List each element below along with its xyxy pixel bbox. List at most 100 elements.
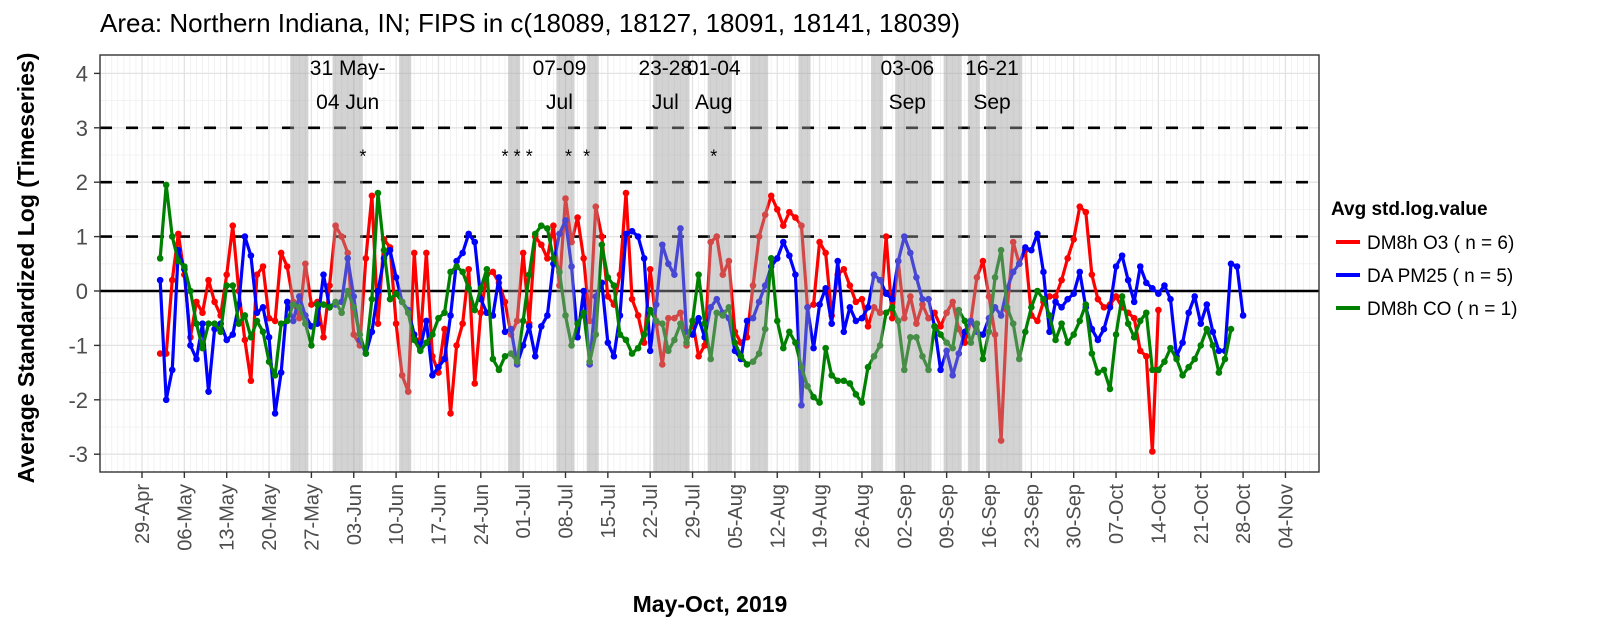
data-point xyxy=(695,352,702,360)
data-point xyxy=(320,271,327,278)
data-point xyxy=(1028,246,1035,254)
data-point xyxy=(271,410,279,417)
data-point xyxy=(392,320,400,327)
data-point xyxy=(386,295,394,303)
data-point xyxy=(162,396,170,404)
data-point xyxy=(713,233,721,240)
data-point xyxy=(798,222,805,230)
data-point xyxy=(1064,339,1071,346)
data-point xyxy=(937,323,944,330)
data-point xyxy=(876,276,884,284)
data-point xyxy=(223,336,230,344)
data-point xyxy=(979,331,987,338)
data-point xyxy=(925,366,932,374)
data-point xyxy=(338,233,345,240)
data-point xyxy=(1124,320,1132,327)
data-point xyxy=(562,216,569,224)
data-point xyxy=(175,257,182,265)
data-point xyxy=(634,344,642,352)
data-point xyxy=(1149,448,1156,455)
period-label: 31 May- xyxy=(310,57,386,80)
data-point xyxy=(1118,252,1126,259)
data-point xyxy=(265,358,273,366)
data-point xyxy=(991,274,999,281)
data-point xyxy=(398,372,406,379)
data-point xyxy=(223,282,230,289)
shaded-period xyxy=(985,55,1023,472)
data-point xyxy=(592,203,600,210)
data-point xyxy=(901,366,908,374)
x-tick-label: 13-May xyxy=(217,484,239,551)
x-tick-label: 07-Oct xyxy=(1106,484,1128,544)
data-point xyxy=(199,344,206,352)
data-point xyxy=(1100,325,1108,333)
y-tick-label: 0 xyxy=(76,279,88,304)
y-tick-label: 2 xyxy=(76,170,88,195)
data-point xyxy=(586,317,593,325)
x-tick-label: 10-Jun xyxy=(386,484,408,545)
data-point xyxy=(1191,293,1198,300)
data-point xyxy=(913,320,920,327)
data-point xyxy=(907,333,914,341)
data-point xyxy=(525,271,533,278)
data-point xyxy=(755,350,763,357)
plot-border xyxy=(99,54,1320,473)
significance-asterisk: * xyxy=(526,146,533,166)
data-point xyxy=(1124,276,1132,284)
shaded-period xyxy=(653,55,690,472)
significance-asterisk: * xyxy=(710,146,717,166)
data-point xyxy=(459,268,466,276)
data-point xyxy=(386,246,394,254)
data-point xyxy=(277,320,285,327)
data-point xyxy=(828,372,835,379)
data-point xyxy=(1209,328,1217,336)
shaded-period xyxy=(556,55,575,472)
data-point xyxy=(350,304,358,311)
data-point xyxy=(253,317,261,325)
data-point xyxy=(471,238,479,246)
shaded-period xyxy=(798,55,811,472)
data-point xyxy=(1136,347,1144,355)
data-point xyxy=(1130,314,1138,322)
data-point xyxy=(816,238,823,246)
data-point xyxy=(894,257,902,265)
data-point xyxy=(1064,255,1071,262)
data-point xyxy=(767,255,775,262)
data-point xyxy=(652,317,660,325)
data-point xyxy=(810,393,817,401)
data-point xyxy=(961,317,969,325)
data-point xyxy=(864,323,872,330)
x-tick-label: 03-Jun xyxy=(344,484,366,545)
data-point xyxy=(350,293,358,300)
data-point xyxy=(374,320,382,327)
data-point xyxy=(901,314,908,322)
data-point xyxy=(241,336,249,344)
data-point xyxy=(949,372,956,379)
data-point xyxy=(810,344,817,352)
significance-asterisk: * xyxy=(359,146,366,166)
data-point xyxy=(755,298,763,306)
data-point xyxy=(816,399,823,406)
data-point xyxy=(1161,282,1168,289)
data-point xyxy=(447,410,454,417)
data-point xyxy=(786,252,793,259)
data-point xyxy=(1058,320,1065,327)
data-point xyxy=(894,317,902,325)
x-tick-label: 23-Sep xyxy=(1021,484,1043,549)
data-point xyxy=(840,328,848,336)
data-point xyxy=(211,320,218,327)
data-point xyxy=(580,255,587,262)
legend-label: DM8h CO ( n = 1) xyxy=(1367,299,1517,320)
data-point xyxy=(308,301,315,308)
data-point xyxy=(1203,325,1211,333)
data-point xyxy=(707,355,714,363)
period-label: 16-21 xyxy=(965,57,1019,80)
data-point xyxy=(1233,263,1241,270)
data-point xyxy=(1143,309,1150,317)
data-point xyxy=(441,325,448,333)
x-tick-label: 08-Jul xyxy=(556,484,578,538)
shaded-period xyxy=(707,55,732,472)
data-point xyxy=(828,320,835,327)
data-point xyxy=(544,312,551,319)
data-point xyxy=(556,230,563,238)
